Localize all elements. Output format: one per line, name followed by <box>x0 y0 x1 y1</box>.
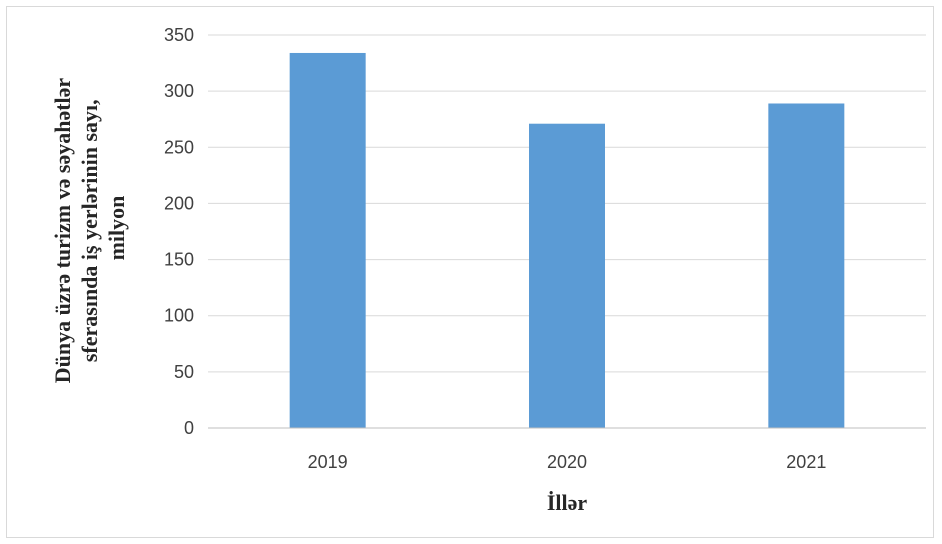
x-tick-labels: 2019 2020 2021 <box>308 452 827 472</box>
y-tick-label: 200 <box>164 193 194 213</box>
y-tick-label: 0 <box>184 418 194 438</box>
bar-2019 <box>289 52 366 429</box>
bar-2020 <box>529 123 605 428</box>
y-axis-title: Dünya üzrə turizm və səyahətlər sferasın… <box>50 73 129 384</box>
y-tick-label: 100 <box>164 306 194 326</box>
bar-2021 <box>768 103 845 428</box>
y-tick-label: 350 <box>164 25 194 45</box>
x-axis-title: İllər <box>547 490 588 515</box>
y-tick-label: 250 <box>164 137 194 157</box>
y-axis-title-line-1: Dünya üzrə turizm və səyahətlər <box>50 78 75 384</box>
x-tick-label: 2019 <box>308 452 348 472</box>
y-tick-label: 50 <box>174 362 194 382</box>
y-axis-title-line-2: sferasında iş yerlərinin sayı, <box>77 99 102 362</box>
x-tick-label: 2021 <box>786 452 826 472</box>
y-tick-labels: 0 50 100 150 200 250 300 350 <box>164 25 194 438</box>
y-tick-label: 150 <box>164 250 194 270</box>
y-axis-title-line-3: milyon <box>104 196 129 261</box>
y-tick-label: 300 <box>164 81 194 101</box>
x-tick-label: 2020 <box>547 452 587 472</box>
bars <box>289 52 845 429</box>
